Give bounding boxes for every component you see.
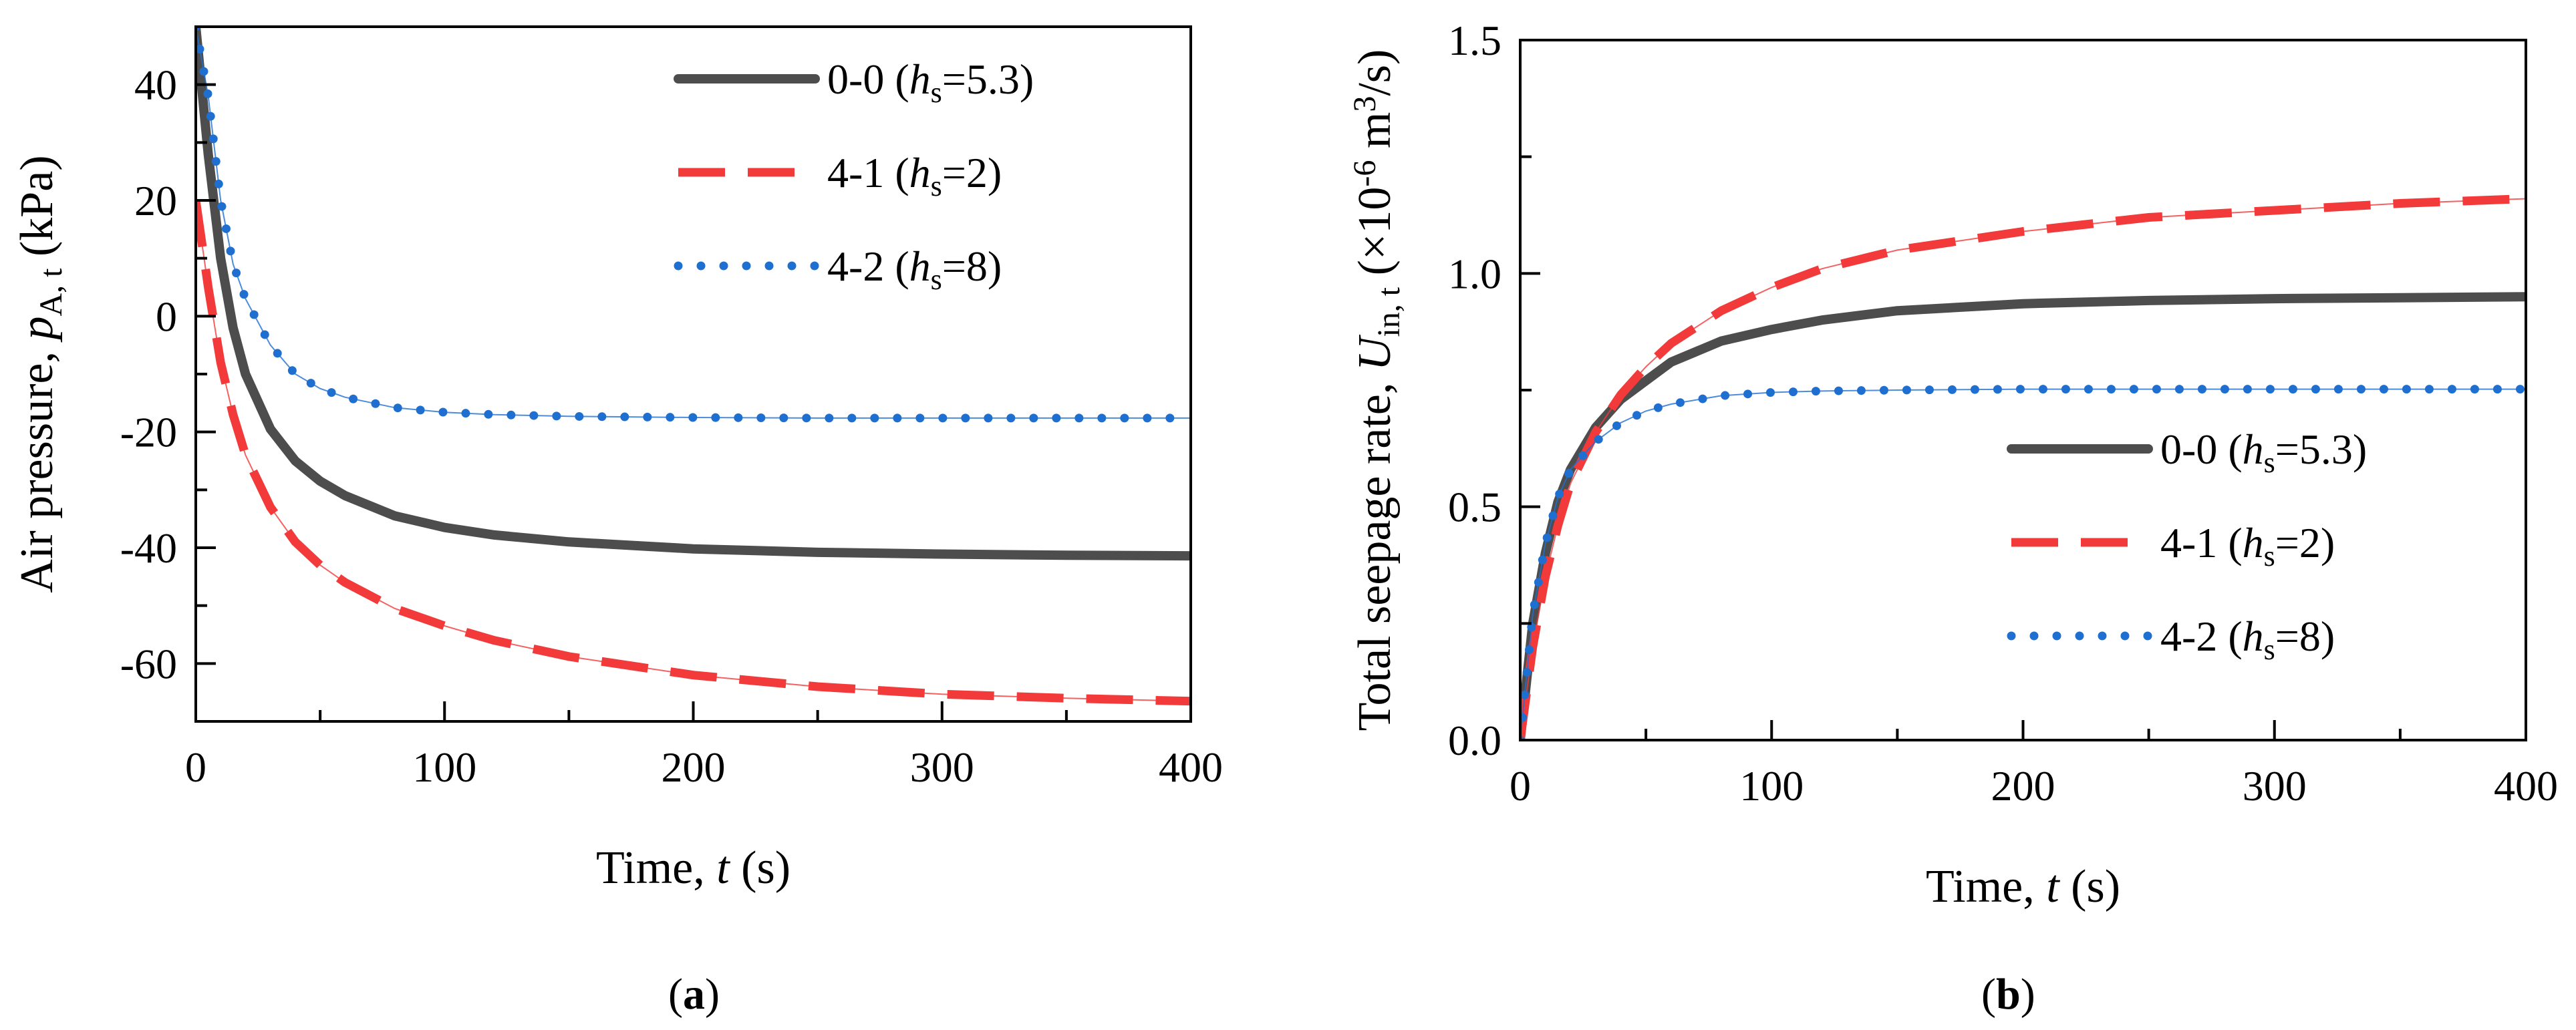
- y-tick-label: -60: [120, 640, 177, 687]
- y-tick-label: -20: [120, 409, 177, 456]
- x-tick-label: 200: [1991, 762, 2055, 810]
- y-axis-title: Air pressure, pA, t (kPa): [11, 155, 69, 592]
- legend: 0-0 (hs=5.3) 4-1 (hs=2) 4-2 (hs=8): [2007, 425, 2367, 666]
- series-group: [1520, 194, 2526, 740]
- y-tick-label: 0.5: [1448, 484, 1501, 531]
- series-1-guide-line: [1520, 198, 2526, 740]
- x-tick-label: 200: [662, 743, 726, 791]
- legend-label: 4-1 (hs=2): [2160, 519, 2335, 572]
- y-tick-label: 40: [134, 61, 177, 109]
- panel-label: (b): [1981, 970, 2035, 1019]
- legend-label: 4-1 (hs=2): [827, 149, 1002, 202]
- x-tick-label: 300: [910, 743, 974, 791]
- y-tick-label: -40: [120, 524, 177, 572]
- series-2-guide-line: [196, 27, 1191, 419]
- y-axis-title: Total seepage rate, Uin, t (×10-6 m3/s): [1347, 49, 1407, 731]
- y-tick-label: 0: [156, 293, 177, 340]
- panel-label: (a): [668, 970, 720, 1019]
- y-tick-label: 1.0: [1448, 250, 1501, 297]
- legend-label: 0-0 (hs=5.3): [827, 55, 1034, 109]
- series-1-line: [196, 200, 1191, 706]
- series-2-line: [1520, 385, 2526, 740]
- x-tick-label: 100: [1739, 762, 1804, 810]
- plot-frame: [194, 25, 1192, 723]
- y-tick-label: 20: [134, 177, 177, 224]
- x-tick-label: 400: [1159, 743, 1223, 791]
- x-tick-label: 400: [2494, 762, 2558, 810]
- series-2-line: [196, 27, 1191, 423]
- series-1-guide-line: [196, 200, 1191, 702]
- series-1-line: [1520, 194, 2526, 740]
- panel-b-chart: 0 100 200 300 400 0.0 0.5 1.0 1.5 Time, t (s) Tota…: [1347, 17, 2558, 1019]
- y-tick-label: 0.0: [1448, 717, 1501, 764]
- x-tick-label: 300: [2243, 762, 2307, 810]
- series-group: [196, 27, 1191, 706]
- x-tick-label: 100: [412, 743, 476, 791]
- legend-label: 4-2 (hs=8): [2160, 613, 2335, 666]
- legend: 0-0 (hs=5.3) 4-1 (hs=2) 4-2 (hs=8): [674, 55, 1034, 296]
- series-0-line: [1520, 292, 2526, 740]
- legend-label: 4-2 (hs=8): [827, 242, 1002, 296]
- y-tick-label: 1.5: [1448, 17, 1501, 64]
- series-2-guide-line: [1520, 388, 2526, 740]
- series-0-line: [196, 27, 1191, 561]
- x-axis-title: Time, t (s): [596, 842, 791, 894]
- x-axis-title: Time, t (s): [1926, 861, 2120, 912]
- legend-label: 0-0 (hs=5.3): [2160, 425, 2367, 479]
- x-tick-label: 0: [185, 743, 206, 791]
- x-tick-label: 0: [1510, 762, 1531, 810]
